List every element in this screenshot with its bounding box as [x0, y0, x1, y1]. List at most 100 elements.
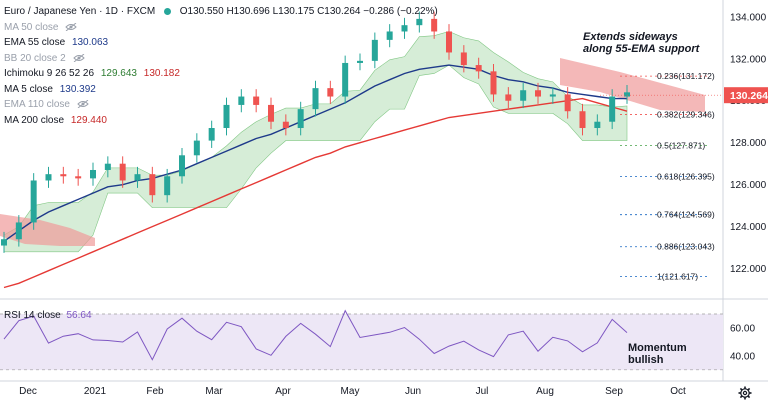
ema55-value: 130.063: [71, 37, 109, 48]
rsi-value: 56.64: [66, 310, 92, 321]
legend-ma200[interactable]: MA 200 close 129.440: [4, 113, 438, 129]
candle-body: [312, 88, 319, 110]
time-tick-label: Aug: [536, 386, 554, 397]
legend-ma5[interactable]: MA 5 close 130.392: [4, 82, 438, 98]
time-tick-label: Jun: [405, 386, 421, 397]
time-tick-label: Feb: [146, 386, 164, 397]
candle-body: [164, 176, 171, 196]
market-status-dot: [163, 7, 171, 15]
ma50-label: MA 50 close: [4, 21, 59, 33]
candle-body: [119, 163, 126, 181]
ma5-label: MA 5 close: [4, 83, 53, 95]
symbol-title: Euro / Japanese Yen · 1D · FXCM: [4, 6, 156, 17]
ichimoku-value-b: 130.182: [143, 68, 180, 79]
legend: Euro / Japanese Yen · 1D · FXCM O130.550…: [4, 4, 438, 128]
candle-body: [371, 39, 378, 61]
ichimoku-value-a: 129.643: [100, 68, 137, 79]
candle-body: [609, 96, 616, 122]
ema55-label: EMA 55 close: [4, 37, 66, 48]
price-tick-label: 132.000: [730, 54, 767, 65]
rsi-line: [3, 309, 628, 361]
candle-body: [327, 88, 334, 97]
ma200-value: 129.440: [70, 114, 107, 126]
candle-body: [223, 104, 230, 129]
fib-label: 0.886(123.043): [657, 242, 715, 252]
ichimoku-cloud-bearish: [560, 58, 705, 112]
candle-body: [416, 18, 423, 26]
rsi-annotation: Momentum bullish: [628, 342, 687, 366]
eye-hidden-icon[interactable]: [72, 53, 85, 62]
legend-ema110[interactable]: EMA 110 close: [4, 97, 438, 113]
legend-ichimoku[interactable]: Ichimoku 9 26 52 26 129.643 130.182: [4, 66, 438, 82]
price-annotation-line1: Extends sideways: [583, 31, 678, 43]
ma5-value: 130.392: [59, 83, 96, 95]
eye-hidden-icon[interactable]: [77, 100, 89, 109]
candle-body: [15, 222, 22, 240]
current-price-tag: [724, 87, 768, 104]
candle-body: [490, 71, 497, 95]
candle-body: [238, 96, 245, 105]
bb20-label: BB 20 close 2: [4, 52, 66, 64]
candle-body: [104, 163, 111, 170]
candle-body: [564, 94, 571, 112]
time-tick-label: 2021: [84, 386, 107, 397]
candle-body: [431, 18, 438, 32]
candle-body: [549, 94, 556, 97]
candle-body: [179, 155, 185, 177]
rsi-annotation-line2: bullish: [628, 354, 664, 366]
candle-body: [253, 96, 260, 105]
fib-label: 0.5(127.871): [657, 140, 705, 150]
candle-body: [579, 111, 586, 129]
current-price-label: 130.264: [730, 90, 768, 102]
candle-body: [75, 176, 82, 179]
candle-body: [535, 90, 541, 97]
candle-body: [297, 109, 304, 129]
fib-label: 0.764(124.569): [657, 210, 715, 220]
candle-body: [446, 31, 452, 53]
price-tick-label: 134.000: [730, 12, 767, 23]
gear-icon[interactable]: [738, 386, 752, 400]
candle-body: [342, 62, 349, 97]
candle-body: [475, 65, 482, 72]
candle-body: [149, 174, 156, 196]
price-annotation: Extends sideways along 55-EMA support: [583, 31, 699, 55]
price-tick-label: 124.000: [730, 222, 767, 233]
time-tick-label: Mar: [205, 386, 223, 397]
candle-body: [90, 169, 96, 179]
legend-ema55[interactable]: EMA 55 close 130.063: [4, 35, 438, 51]
candle-body: [208, 128, 215, 141]
rsi-annotation-line1: Momentum: [628, 342, 687, 354]
rsi-tick-label: 40.00: [730, 351, 755, 362]
ichimoku-label: Ichimoku 9 26 52 26: [4, 68, 95, 79]
candle-body: [45, 174, 52, 181]
time-tick-label: Dec: [19, 386, 37, 397]
legend-ma50[interactable]: MA 50 close: [4, 20, 438, 36]
candle-body: [357, 60, 363, 63]
ichimoku-cloud-bearish-left: [0, 214, 95, 246]
time-tick-label: Oct: [670, 386, 686, 397]
time-tick-label: Jul: [476, 386, 489, 397]
price-annotation-line2: along 55-EMA support: [583, 43, 700, 55]
candle-body: [505, 94, 512, 101]
price-tick-label: 122.000: [730, 264, 767, 275]
candle-body: [401, 25, 408, 32]
candle-body: [282, 121, 289, 129]
candle-body: [624, 92, 630, 97]
eye-hidden-icon[interactable]: [65, 22, 77, 31]
candle-body: [594, 121, 601, 129]
legend-bb20[interactable]: BB 20 close 2: [4, 51, 438, 67]
candle-body: [520, 90, 527, 101]
candle-body: [60, 174, 67, 177]
price-tick-label: 128.000: [730, 138, 767, 149]
candle-body: [134, 174, 141, 181]
rsi-band: [0, 313, 723, 370]
rsi-label: RSI 14 close: [4, 310, 61, 321]
time-tick-label: Apr: [275, 386, 291, 397]
rsi-legend[interactable]: RSI 14 close 56.64: [4, 310, 92, 321]
ma200-label: MA 200 close: [4, 114, 65, 126]
rsi-tick-label: 60.00: [730, 323, 755, 334]
candle-body: [30, 180, 37, 223]
candle-body: [193, 140, 200, 156]
